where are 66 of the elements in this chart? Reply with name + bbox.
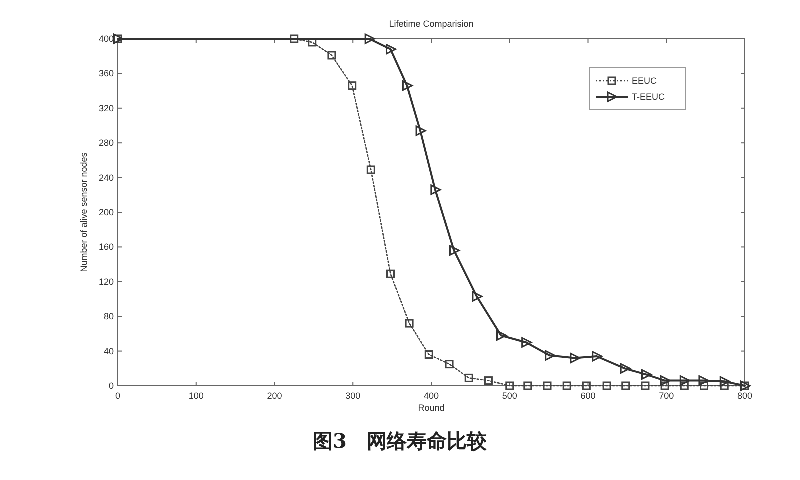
point (524, 382, 532, 390)
point (680, 376, 690, 386)
y-tick-label: 400 (98, 34, 114, 44)
x-tick-label: 800 (737, 391, 753, 401)
point (424, 350, 434, 360)
y-tick-label: 160 (98, 242, 114, 252)
y-tick-label: 320 (98, 103, 114, 114)
point (464, 374, 474, 382)
x-tick-label: 0 (115, 391, 121, 401)
point (328, 51, 336, 60)
point (496, 330, 508, 341)
y-tick-label: 120 (98, 276, 114, 287)
x-axis-title: Round (418, 403, 445, 413)
point (445, 360, 454, 369)
y-tick-label: 280 (98, 138, 114, 148)
x-tick-label: 400 (424, 391, 440, 401)
caption: 图3 网络寿命比较 (313, 429, 488, 453)
y-axis-title: Number of alive sensor nodes (79, 152, 89, 272)
point (660, 376, 671, 386)
point (506, 382, 514, 390)
point (402, 80, 413, 92)
point (449, 245, 460, 256)
y-tick-label: 80 (104, 312, 114, 322)
point (680, 382, 689, 390)
point (386, 270, 395, 278)
point (545, 350, 556, 361)
point (570, 352, 581, 364)
point (602, 382, 612, 390)
point (484, 376, 493, 386)
point (366, 166, 376, 174)
legend-label: T-EEUC (632, 92, 666, 102)
y-tick-label: 200 (98, 208, 114, 218)
point (386, 44, 396, 55)
point (522, 337, 532, 348)
point (592, 351, 603, 362)
point (641, 382, 650, 390)
point (472, 291, 483, 302)
y-tick-label: 240 (98, 172, 114, 183)
y-tick-label: 360 (98, 68, 114, 79)
y-tick-label: 0 (108, 381, 114, 391)
x-tick-label: 300 (346, 391, 361, 401)
point (720, 376, 730, 387)
point (348, 82, 357, 90)
point (582, 382, 591, 390)
chart-title: Lifetime Comparision (389, 19, 474, 29)
point (720, 382, 729, 390)
point (364, 34, 376, 44)
y-tick-label: 40 (104, 346, 114, 356)
point (620, 363, 631, 374)
legend-label: EEUC (632, 76, 658, 86)
point (622, 382, 630, 390)
point (698, 376, 710, 386)
point (430, 184, 442, 196)
point (416, 126, 426, 136)
point (642, 369, 652, 380)
x-tick-label: 700 (659, 391, 674, 401)
point (660, 382, 670, 390)
x-tick-label: 500 (502, 391, 518, 401)
point (290, 34, 299, 44)
point (562, 382, 572, 390)
x-tick-label: 200 (267, 391, 282, 401)
x-tick-label: 100 (188, 391, 204, 401)
point (405, 319, 414, 328)
point (543, 382, 552, 390)
point (700, 382, 708, 390)
x-tick-label: 600 (580, 391, 596, 401)
